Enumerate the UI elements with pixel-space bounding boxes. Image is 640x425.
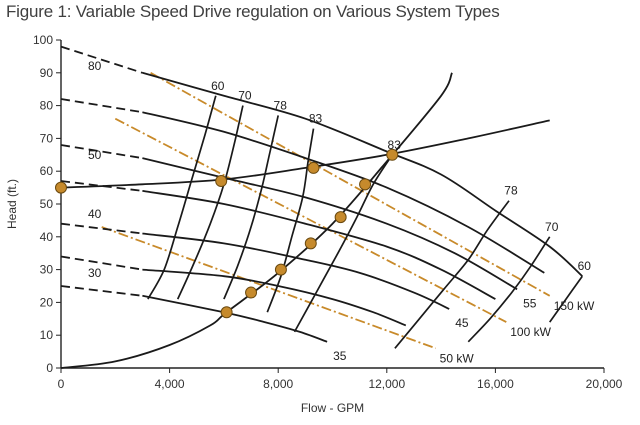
pump-curve-dashed [60, 255, 143, 271]
power-line-label: 100 kW [510, 325, 551, 339]
power-line-label: 50 kW [440, 351, 475, 365]
efficiency-label: 70 [238, 89, 252, 103]
operating-point [386, 148, 399, 161]
speed-label: 50 [88, 148, 102, 162]
operating-point [307, 161, 320, 174]
speed-label: 30 [88, 266, 102, 280]
x-tick-label: 0 [58, 377, 65, 391]
y-tick-label: 10 [40, 328, 54, 342]
efficiency-curve [147, 95, 217, 300]
pump-curve-dashed [60, 285, 143, 297]
speed-end-label: 45 [455, 316, 469, 330]
system-curve [60, 119, 550, 189]
speed-label: 80 [88, 59, 102, 73]
efficiency-label: 70 [545, 220, 559, 234]
operating-point [245, 286, 258, 299]
pump-curve-dashed [60, 98, 143, 114]
pump-curve [142, 232, 450, 310]
y-tick-label: 40 [40, 230, 54, 244]
pump-curve [142, 190, 496, 300]
speed-end-label: 55 [523, 296, 537, 310]
y-tick-label: 90 [40, 66, 54, 80]
pump-curve [142, 111, 545, 274]
x-tick-label: 20,000 [586, 377, 623, 391]
y-tick-label: 0 [46, 361, 53, 375]
y-tick-label: 70 [40, 131, 54, 145]
x-tick-label: 16,000 [477, 377, 514, 391]
operating-point [215, 175, 228, 188]
operating-point [274, 263, 287, 276]
power-line [150, 72, 551, 297]
efficiency-curve [549, 275, 583, 323]
operating-point [220, 306, 233, 319]
power-line [101, 226, 437, 350]
y-axis-title: Head (ft.) [5, 179, 19, 229]
efficiency-curve [223, 115, 280, 300]
operating-point [334, 211, 347, 224]
y-tick-label: 100 [33, 33, 53, 47]
efficiency-curve [293, 154, 393, 333]
x-axis-title: Flow - GPM [301, 401, 364, 415]
efficiency-curve [176, 105, 244, 300]
y-tick-label: 30 [40, 263, 54, 277]
efficiency-label: 83 [309, 112, 323, 126]
pump-curve [142, 157, 518, 291]
power-line-label: 150 kW [554, 299, 595, 313]
operating-point [304, 237, 317, 250]
chart-title: Figure 1: Variable Speed Drive regulatio… [6, 2, 500, 21]
system-curve [60, 72, 453, 369]
efficiency-label: 60 [578, 259, 592, 273]
y-tick-label: 20 [40, 295, 54, 309]
y-tick-label: 50 [40, 197, 54, 211]
pump-curve-dashed [60, 222, 143, 235]
x-tick-label: 12,000 [368, 377, 405, 391]
pump-curve-dashed [60, 144, 143, 159]
x-tick-label: 4,000 [155, 377, 185, 391]
speed-label: 40 [88, 207, 102, 221]
pump-curve-dashed [60, 45, 143, 74]
efficiency-curve [394, 200, 510, 349]
speed-end-label: 35 [333, 349, 347, 363]
efficiency-curve [266, 128, 315, 313]
pump-curve [142, 294, 328, 343]
y-tick-label: 60 [40, 164, 54, 178]
operating-point [55, 181, 67, 194]
power-line [114, 117, 507, 323]
efficiency-curve [467, 236, 551, 343]
efficiency-label: 78 [504, 184, 518, 198]
pump-curve [142, 71, 583, 277]
pump-curve [142, 268, 407, 327]
y-tick-label: 80 [40, 99, 54, 113]
operating-point [359, 178, 372, 191]
efficiency-label: 78 [274, 98, 288, 112]
efficiency-label: 60 [211, 79, 225, 93]
x-tick-label: 8,000 [263, 377, 293, 391]
